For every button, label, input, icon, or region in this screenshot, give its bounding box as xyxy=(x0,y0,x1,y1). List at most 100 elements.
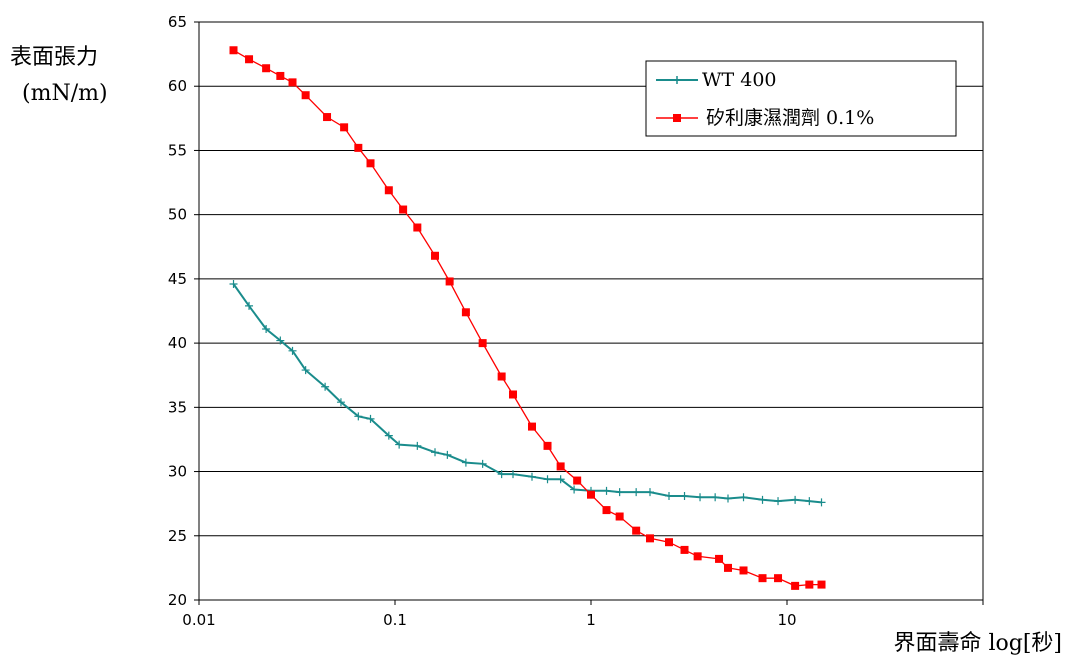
y-tick-label: 30 xyxy=(168,463,187,481)
data-point xyxy=(301,91,310,100)
x-axis-ticks: 0.01 0.1 1 10 xyxy=(182,600,984,629)
data-point xyxy=(384,431,393,440)
data-point xyxy=(527,422,536,431)
x-tick-label: 10 xyxy=(777,611,796,629)
data-point xyxy=(461,458,470,467)
data-point xyxy=(478,339,487,348)
series-line xyxy=(232,283,822,504)
data-point xyxy=(288,78,297,87)
data-point xyxy=(354,143,363,152)
legend-marker-silicone xyxy=(673,114,681,122)
data-point xyxy=(556,462,565,471)
data-point xyxy=(323,113,332,122)
data-point xyxy=(723,563,732,572)
data-point xyxy=(229,280,238,289)
data-point xyxy=(602,486,611,495)
data-point xyxy=(509,390,518,399)
data-point xyxy=(321,382,330,391)
data-point xyxy=(556,475,565,484)
y-tick-label: 35 xyxy=(168,398,187,416)
y-tick-label: 65 xyxy=(168,13,187,31)
legend-label-wt400: WT 400 xyxy=(702,69,777,91)
data-point xyxy=(774,497,783,506)
y-tick-label: 45 xyxy=(168,270,187,288)
data-point xyxy=(497,470,506,479)
data-point xyxy=(443,450,452,459)
y-tick-label: 60 xyxy=(168,77,187,95)
data-point xyxy=(262,64,271,73)
data-point xyxy=(461,308,470,317)
series-group xyxy=(229,46,826,590)
data-point xyxy=(245,55,254,64)
data-point xyxy=(664,491,673,500)
data-point xyxy=(715,554,724,563)
data-point xyxy=(229,46,238,55)
x-tick-label: 0.01 xyxy=(182,611,215,629)
data-point xyxy=(680,545,689,554)
data-point xyxy=(413,441,422,450)
data-point xyxy=(805,580,814,589)
data-point xyxy=(817,498,826,507)
data-point xyxy=(509,470,518,479)
y-tick-label: 55 xyxy=(168,141,187,159)
data-point xyxy=(758,574,767,583)
data-point xyxy=(543,441,552,450)
data-point xyxy=(527,472,536,481)
data-point xyxy=(587,490,595,499)
data-point xyxy=(445,277,454,286)
data-point xyxy=(366,159,375,168)
data-point xyxy=(739,493,748,502)
y-tick-label: 40 xyxy=(168,334,187,352)
data-point xyxy=(680,491,689,500)
data-point xyxy=(431,448,440,457)
legend: WT 400 矽利康濕潤劑 0.1% xyxy=(645,60,957,137)
data-point xyxy=(276,336,285,345)
x-tick-label: 0.1 xyxy=(383,611,407,629)
data-point xyxy=(276,71,285,80)
data-point xyxy=(632,526,641,535)
y-tick-label: 50 xyxy=(168,206,187,224)
data-point xyxy=(817,580,826,589)
y-axis-ticks: 65 60 55 50 45 40 35 30 25 20 xyxy=(168,13,199,609)
x-tick-label: 1 xyxy=(586,611,596,629)
series-1 xyxy=(229,46,826,590)
data-point xyxy=(570,485,579,494)
data-point xyxy=(696,493,705,502)
series-0 xyxy=(229,280,826,507)
data-point xyxy=(739,566,748,575)
y-axis-title: 表面張力 xyxy=(10,45,98,70)
data-point xyxy=(758,495,767,504)
data-point xyxy=(399,205,408,214)
data-point xyxy=(711,493,720,502)
data-point xyxy=(602,506,611,515)
data-point xyxy=(791,495,800,504)
data-point xyxy=(384,186,393,195)
y-tick-label: 20 xyxy=(168,591,187,609)
data-point xyxy=(497,372,506,381)
data-point xyxy=(478,459,487,468)
data-point xyxy=(395,440,404,449)
data-point xyxy=(262,324,271,333)
data-point xyxy=(340,123,349,132)
data-point xyxy=(431,251,440,260)
data-point xyxy=(543,475,552,484)
legend-label-silicone: 矽利康濕潤劑 0.1% xyxy=(706,107,874,129)
data-point xyxy=(573,476,582,485)
data-point xyxy=(723,494,732,503)
legend-marker-wt400 xyxy=(673,76,681,84)
data-point xyxy=(366,414,375,423)
data-point xyxy=(336,398,345,407)
data-point xyxy=(774,574,783,583)
data-point xyxy=(693,552,702,561)
data-point xyxy=(805,497,814,506)
data-point xyxy=(646,488,655,497)
data-point xyxy=(615,512,624,521)
y-tick-label: 25 xyxy=(168,527,187,545)
data-point xyxy=(354,412,363,421)
legend-box xyxy=(645,60,957,137)
x-axis-title: 界面壽命 log[秒] xyxy=(893,631,1062,656)
data-point xyxy=(664,538,673,547)
data-point xyxy=(646,534,655,543)
data-point xyxy=(288,346,297,355)
data-point xyxy=(413,223,422,232)
